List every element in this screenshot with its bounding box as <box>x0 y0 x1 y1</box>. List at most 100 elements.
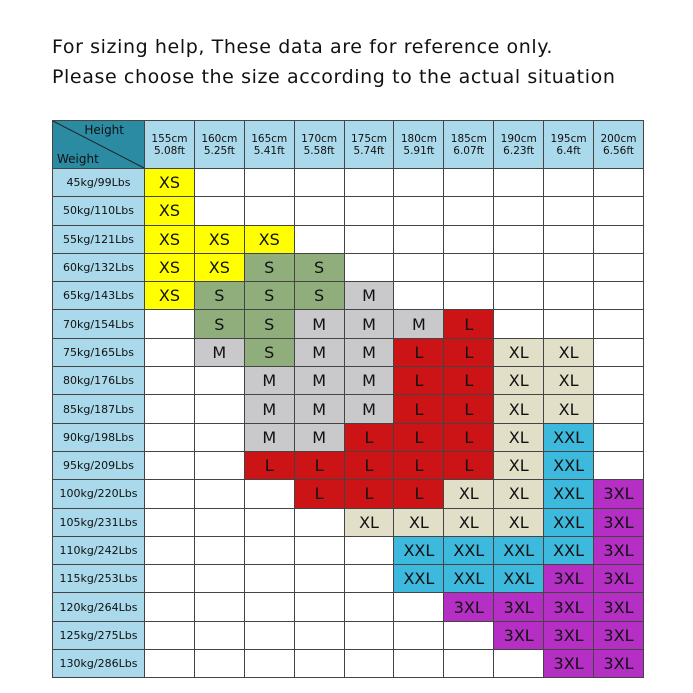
size-cell <box>294 197 345 226</box>
size-cell <box>344 650 395 679</box>
height-header: 170cm 5.58ft <box>294 121 345 169</box>
size-cell <box>444 650 495 679</box>
size-cell <box>544 253 595 283</box>
size-cell <box>344 253 395 283</box>
size-cell: L <box>344 480 395 509</box>
size-cell <box>444 197 495 226</box>
size-cell: L <box>344 451 395 481</box>
size-cell: XS <box>145 197 195 226</box>
height-header: 175cm 5.74ft <box>344 121 395 169</box>
corner-label: Weight <box>57 152 99 166</box>
weight-label: 85kg/187Lbs <box>53 395 145 424</box>
size-cell: M <box>194 338 245 368</box>
size-cell <box>544 225 595 254</box>
size-cell: L <box>394 451 445 481</box>
size-cell: XS <box>145 169 195 198</box>
weight-label: 100kg/220Lbs <box>53 480 145 509</box>
height-header: 165cm 5.41ft <box>244 121 295 169</box>
size-cell: 3XL <box>544 621 595 651</box>
size-cell <box>294 225 345 254</box>
weight-label: 80kg/176Lbs <box>53 367 145 396</box>
size-cell <box>544 310 595 339</box>
weight-label: 110kg/242Lbs <box>53 536 145 566</box>
size-cell: XL <box>494 451 545 481</box>
size-cell: S <box>244 338 295 368</box>
size-cell: M <box>244 395 295 424</box>
size-cell <box>294 169 345 198</box>
size-cell: M <box>344 338 395 368</box>
size-cell: XL <box>444 508 495 537</box>
height-header: 160cm 5.25ft <box>194 121 245 169</box>
size-cell: XL <box>544 338 595 368</box>
size-cell: XXL <box>494 565 545 594</box>
size-cell <box>444 621 495 651</box>
height-header: 180cm 5.91ft <box>394 121 445 169</box>
size-cell <box>544 197 595 226</box>
size-cell <box>294 565 345 594</box>
height-header: 155cm 5.08ft <box>145 121 195 169</box>
size-cell <box>145 423 195 452</box>
size-cell <box>194 197 245 226</box>
height-cm: 190cm <box>500 132 537 145</box>
height-cm: 165cm <box>251 132 288 145</box>
size-cell <box>394 650 445 679</box>
size-cell: XXL <box>544 480 595 509</box>
height-header: 200cm 6.56ft <box>594 121 644 169</box>
size-cell: M <box>394 310 445 339</box>
size-cell: 3XL <box>444 593 495 622</box>
size-cell: 3XL <box>594 536 644 566</box>
size-cell <box>194 480 245 509</box>
size-cell <box>145 593 195 622</box>
header-line: Please choose the size according to the … <box>52 66 616 88</box>
size-cell: XS <box>145 225 195 254</box>
weight-label: 70kg/154Lbs <box>53 310 145 339</box>
height-ft: 6.56ft <box>602 144 634 157</box>
size-cell: 3XL <box>494 621 545 651</box>
size-cell: XXL <box>544 508 595 537</box>
size-cell: M <box>294 367 345 396</box>
size-cell <box>194 367 245 396</box>
size-cell <box>244 536 295 566</box>
height-cm: 170cm <box>301 132 338 145</box>
size-cell <box>344 225 395 254</box>
height-ft: 6.4ft <box>556 144 581 157</box>
height-header: 190cm 6.23ft <box>494 121 545 169</box>
size-cell: XS <box>145 253 195 283</box>
size-cell <box>494 650 545 679</box>
size-cell <box>394 282 445 311</box>
size-cell: M <box>244 423 295 452</box>
weight-label: 115kg/253Lbs <box>53 565 145 594</box>
size-cell <box>344 621 395 651</box>
size-cell: L <box>394 367 445 396</box>
size-cell <box>145 621 195 651</box>
size-cell: S <box>294 253 345 283</box>
height-cm: 155cm <box>151 132 188 145</box>
height-cm: 200cm <box>600 132 637 145</box>
size-cell <box>145 451 195 481</box>
size-cell <box>594 451 644 481</box>
size-cell: L <box>294 451 345 481</box>
size-cell <box>494 197 545 226</box>
size-cell <box>444 169 495 198</box>
size-cell: M <box>344 395 395 424</box>
height-ft: 6.23ft <box>503 144 535 157</box>
size-cell: S <box>244 253 295 283</box>
size-cell <box>494 282 545 311</box>
size-cell: 3XL <box>544 650 595 679</box>
size-cell <box>594 423 644 452</box>
size-cell <box>194 536 245 566</box>
size-table: Height Weight 155cm 5.08ft 160cm 5.25ft 165c… <box>52 120 644 679</box>
size-cell: S <box>244 310 295 339</box>
size-cell: XL <box>394 508 445 537</box>
size-cell: L <box>444 338 495 368</box>
size-cell: L <box>244 451 295 481</box>
size-cell <box>194 169 245 198</box>
size-cell <box>194 621 245 651</box>
height-ft: 5.41ft <box>253 144 285 157</box>
height-header: 185cm 6.07ft <box>444 121 495 169</box>
size-cell <box>194 423 245 452</box>
size-cell: L <box>394 480 445 509</box>
size-cell <box>244 593 295 622</box>
size-cell <box>244 621 295 651</box>
size-cell <box>594 197 644 226</box>
